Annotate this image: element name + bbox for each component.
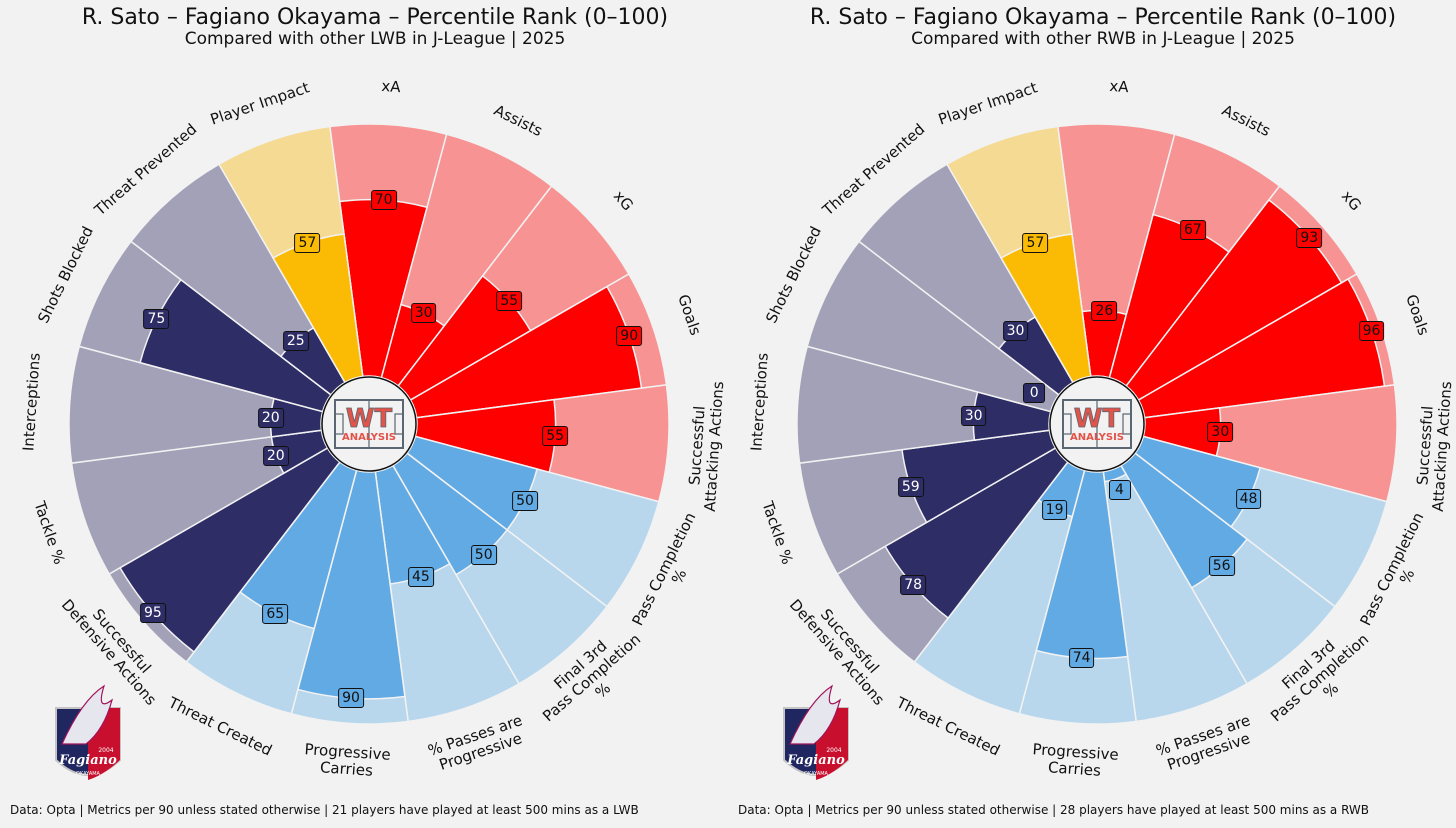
crest-city: OKAYAMA xyxy=(804,771,829,777)
percentile-bar xyxy=(272,233,364,384)
percentile-bar xyxy=(901,429,1057,524)
percentile-bar xyxy=(414,398,557,474)
percentile-value-label: 55 xyxy=(496,290,523,311)
percentile-value-label: 57 xyxy=(294,232,321,253)
percentile-value-label: 90 xyxy=(338,688,364,709)
percentile-bar xyxy=(1137,278,1386,419)
percentile-value-label: 20 xyxy=(257,407,284,428)
data-footnote: Data: Opta | Metrics per 90 unless state… xyxy=(10,803,639,817)
left-panel: R. Sato – Fagiano Okayama – Percentile R… xyxy=(10,5,728,817)
percentile-value-label: 20 xyxy=(262,445,289,466)
percentile-value-label: 67 xyxy=(1179,219,1206,240)
metric-label: Progressive Carries xyxy=(1031,740,1120,780)
percentile-value-label: 30 xyxy=(410,303,437,324)
percentile-value-label: 4 xyxy=(1108,480,1131,501)
percentile-value-label: 0 xyxy=(1023,383,1046,404)
crest-year: 2004 xyxy=(98,747,113,754)
percentile-value-label: 93 xyxy=(1296,227,1323,248)
logo-subtext: ANALYSIS xyxy=(1070,432,1124,443)
percentile-bar xyxy=(1134,435,1262,528)
percentile-value-label: 26 xyxy=(1091,300,1118,321)
percentile-bar xyxy=(391,452,509,576)
percentile-value-label: 30 xyxy=(960,405,987,426)
percentile-bar xyxy=(1108,213,1231,387)
crest-city: OKAYAMA xyxy=(76,771,101,777)
percentile-value-label: 59 xyxy=(897,477,924,498)
metric-label: xA xyxy=(1108,76,1130,96)
percentile-bar xyxy=(884,446,1069,620)
percentile-value-label: 25 xyxy=(282,330,309,351)
data-footnote: Data: Opta | Metrics per 90 unless state… xyxy=(738,803,1370,817)
percentile-value-label: 90 xyxy=(616,325,643,346)
crest-name: Fagiano xyxy=(786,753,845,768)
logo-wordmark: WT xyxy=(346,404,393,434)
percentile-bar xyxy=(406,435,538,531)
percentile-bar xyxy=(119,446,341,654)
percentile-value-label: 95 xyxy=(139,603,166,624)
percentile-value-label: 30 xyxy=(1002,321,1029,342)
right-panel: R. Sato – Fagiano Okayama – Percentile R… xyxy=(728,0,1456,828)
percentile-value-label: 56 xyxy=(1208,556,1235,577)
chart-subtitle: Compared with other LWB in J-League | 20… xyxy=(184,29,566,49)
metric-label: xA xyxy=(380,76,402,96)
percentile-bar xyxy=(296,469,406,700)
percentile-bar xyxy=(139,278,332,413)
percentile-value-label: 19 xyxy=(1041,499,1068,520)
percentile-bar xyxy=(338,198,428,379)
percentile-value-label: 30 xyxy=(1207,422,1234,443)
percentile-value-label: 65 xyxy=(262,603,289,624)
percentile-bar xyxy=(239,461,358,630)
percentile-value-label: 70 xyxy=(370,190,397,211)
percentile-bar xyxy=(1125,198,1343,402)
metric-label: Progressive Carries xyxy=(303,740,392,780)
percentile-bar xyxy=(409,285,643,419)
percentile-value-label: 78 xyxy=(900,575,927,596)
percentile-value-label: 50 xyxy=(470,544,497,565)
chart-title: R. Sato – Fagiano Okayama – Percentile R… xyxy=(81,5,669,30)
percentile-value-label: 55 xyxy=(542,426,569,447)
crest-year: 2004 xyxy=(826,747,841,754)
logo-subtext: ANALYSIS xyxy=(342,432,396,443)
percentile-value-label: 74 xyxy=(1068,647,1095,668)
percentile-value-label: 96 xyxy=(1358,320,1385,341)
percentile-value-label: 75 xyxy=(143,309,170,330)
chart-subtitle: Compared with other RWB in J-League | 20… xyxy=(911,29,1295,49)
chart-title: R. Sato – Fagiano Okayama – Percentile R… xyxy=(809,5,1397,30)
percentile-bar xyxy=(1119,452,1249,589)
percentile-value-label: 50 xyxy=(512,490,538,511)
percentile-bar xyxy=(1035,469,1129,660)
percentile-value-label: 48 xyxy=(1235,488,1262,509)
percentile-value-label: 57 xyxy=(1022,232,1049,253)
logo-wordmark: WT xyxy=(1074,404,1121,434)
percentile-bar xyxy=(1000,233,1092,384)
crest-name: Fagiano xyxy=(58,753,117,768)
percentile-value-label: 45 xyxy=(407,566,434,587)
